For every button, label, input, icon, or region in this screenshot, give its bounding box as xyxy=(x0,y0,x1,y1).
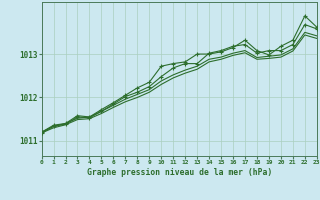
X-axis label: Graphe pression niveau de la mer (hPa): Graphe pression niveau de la mer (hPa) xyxy=(87,168,272,177)
